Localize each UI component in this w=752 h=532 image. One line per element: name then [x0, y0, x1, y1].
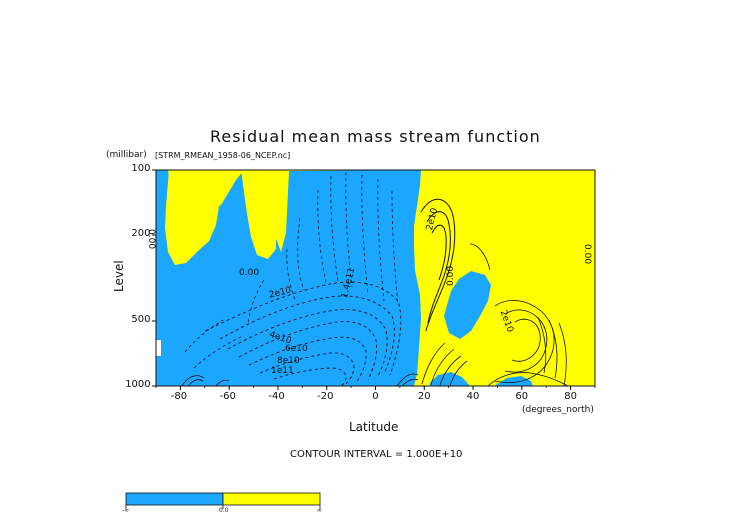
- positive-contour-17: [187, 379, 204, 386]
- negative-contour-14: [297, 217, 305, 291]
- positive-contour-5: [494, 300, 555, 383]
- positive-contour-11: [421, 342, 446, 385]
- negative-contour-16: [247, 279, 265, 325]
- x-tick-label-2: -40: [268, 391, 285, 402]
- positive-lobe-middle: [241, 170, 276, 259]
- contour-label-7: 1e11: [271, 366, 294, 376]
- negative-contour-1: [204, 281, 402, 376]
- x-axis-title: Latitude: [349, 420, 399, 434]
- y-tick-label-0: 100: [131, 163, 151, 174]
- negative-contour-8: [317, 189, 327, 284]
- positive-contour-20: [401, 378, 419, 386]
- contour-label-5: 6e10: [285, 344, 308, 354]
- negative-contour-15: [286, 248, 297, 303]
- dataset-label: [STRM_RMEAN_1958-06_NCEP.nc]: [155, 151, 291, 160]
- x-tick-label-7: 60: [515, 391, 529, 402]
- positive-contour-1: [420, 198, 456, 332]
- positive-contour-2: [426, 211, 451, 324]
- x-tick-label-4: 0: [372, 391, 379, 402]
- negative-contour-6: [259, 352, 355, 386]
- positive-contour-18: [215, 379, 230, 386]
- positive-contour-7: [511, 318, 541, 362]
- contour-label-1: 0.00: [239, 268, 260, 278]
- x-tick-label-6: 40: [466, 391, 480, 402]
- positive-contour-4: [469, 243, 491, 271]
- positive-contour-9: [548, 319, 558, 379]
- contour-label-9: 0.00: [446, 265, 456, 286]
- positive-contour-8: [537, 316, 547, 374]
- positive-contour-3: [431, 224, 447, 281]
- chart-title: Residual mean mass stream function: [210, 127, 541, 146]
- negative-contour-4: [238, 321, 378, 381]
- negative-contour-9: [330, 175, 339, 282]
- x-tick-label-5: 20: [417, 391, 431, 402]
- negative-contour-12: [377, 178, 385, 302]
- colorbar-negative: [125, 492, 224, 506]
- positive-contour-19: [396, 373, 419, 386]
- y-tick-label-1: 200: [131, 228, 151, 240]
- negative-contour-11: [361, 174, 369, 295]
- x-tick-label-0: -80: [170, 391, 188, 402]
- positive-contour-10: [558, 322, 567, 386]
- x-tick-label-1: -60: [219, 391, 236, 402]
- plot-axes: [152, 169, 596, 390]
- negative-contour-17: [184, 319, 224, 353]
- negative-surface-remnant-a: [430, 372, 470, 386]
- contour-label-12: 0.00: [582, 244, 592, 265]
- positive-contour-16: [181, 375, 205, 386]
- y-tick-label-3: 1000: [125, 379, 151, 390]
- negative-contour-13: [391, 190, 399, 306]
- filled-contours: [156, 170, 595, 386]
- contour-label-11: 0.00: [146, 229, 156, 250]
- colorbar-label-3: ∞: [317, 507, 322, 514]
- colorbar-label-1: -∞: [122, 507, 130, 514]
- x-tick-label-8: 80: [564, 391, 577, 402]
- missing-data-gap: [156, 340, 161, 356]
- colorbar-positive: [222, 492, 321, 506]
- y-units-label: (millibar): [106, 150, 147, 160]
- x-tick-label-3: -20: [317, 391, 334, 402]
- y-axis-title: Level: [112, 260, 126, 292]
- positive-contour-14: [449, 360, 468, 386]
- positive-contour-15: [487, 372, 569, 386]
- positive-contour-6: [504, 309, 548, 373]
- negative-contour-2: [219, 295, 395, 373]
- contour-interval-text: CONTOUR INTERVAL = 1.000E+10: [290, 449, 463, 460]
- colorbar: [125, 492, 321, 509]
- positive-lobe-left: [165, 170, 219, 265]
- negative-inclusion-north: [444, 271, 491, 339]
- positive-contour-12: [430, 348, 455, 386]
- colorbar-label-2: 0.0: [219, 507, 229, 514]
- negative-contour-5: [248, 336, 367, 384]
- positive-contour-13: [439, 355, 462, 386]
- negative-surface-remnant-b: [494, 376, 533, 386]
- y-tick-label-2: 500: [131, 313, 151, 325]
- contour-lines: [181, 171, 569, 386]
- x-axis-units: (degrees_north): [522, 405, 594, 415]
- negative-contour-3: [227, 309, 388, 377]
- contour-label-6: 8e10: [277, 356, 300, 366]
- negative-main-region: [156, 170, 421, 386]
- negative-contour-10: [345, 171, 353, 288]
